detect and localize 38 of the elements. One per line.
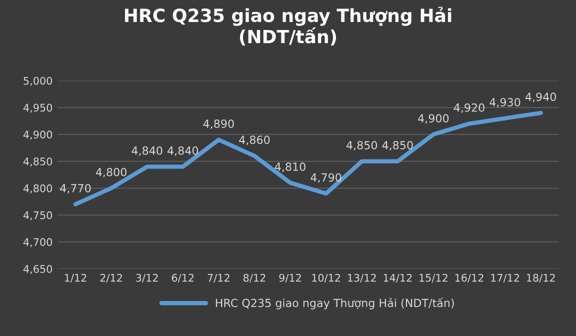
data-label: 4,850 bbox=[346, 141, 378, 151]
data-label: 4,940 bbox=[525, 92, 556, 102]
x-tick-label: 8/12 bbox=[243, 274, 266, 283]
y-tick-label: 4,650 bbox=[23, 265, 52, 274]
y-tick-label: 4,750 bbox=[23, 211, 52, 220]
y-tick-label: 4,700 bbox=[23, 238, 52, 248]
data-label: 4,930 bbox=[490, 98, 520, 108]
y-tick-label: 4,950 bbox=[23, 104, 52, 113]
data-label: 4,900 bbox=[418, 114, 449, 124]
data-label: 4,790 bbox=[310, 173, 342, 183]
x-tick-label: 1/12 bbox=[64, 274, 86, 283]
y-tick-label: 4,900 bbox=[23, 130, 52, 140]
x-tick-label: 16/12 bbox=[455, 274, 484, 283]
data-label: 4,810 bbox=[274, 162, 306, 172]
data-label: 4,860 bbox=[239, 136, 270, 146]
data-label: 4,800 bbox=[96, 168, 126, 178]
x-tick-label: 10/12 bbox=[312, 274, 340, 283]
data-label: 4,840 bbox=[168, 146, 198, 156]
data-label: 4,920 bbox=[454, 103, 484, 113]
x-tick-label: 15/12 bbox=[420, 274, 448, 283]
data-label: 4,840 bbox=[132, 146, 162, 156]
x-tick-label: 17/12 bbox=[491, 274, 519, 283]
x-tick-label: 9/12 bbox=[279, 274, 301, 283]
x-tick-label: 7/12 bbox=[208, 274, 230, 283]
data-label: 4,770 bbox=[60, 184, 91, 194]
data-label: 4,890 bbox=[203, 119, 234, 130]
y-tick-label: 4,800 bbox=[23, 184, 52, 194]
x-tick-label: 18/12 bbox=[526, 274, 555, 283]
y-tick-label: 4,850 bbox=[23, 158, 52, 166]
x-tick-label: 3/12 bbox=[136, 274, 158, 283]
x-tick-label: 6/12 bbox=[172, 274, 194, 283]
x-tick-label: 2/12 bbox=[100, 274, 122, 283]
x-tick-label: 13/12 bbox=[348, 274, 376, 283]
data-label: 4,850 bbox=[382, 141, 413, 151]
chart-title: HRC Q235 giao ngay Thượng Hải (NDT/tấn) bbox=[125, 6, 452, 46]
x-tick-label: 14/12 bbox=[384, 274, 412, 283]
y-tick-label: 5,000 bbox=[24, 76, 52, 86]
legend-label: HRC Q235 giao ngay Thượng Hải (NDT/tấn) bbox=[216, 298, 454, 310]
